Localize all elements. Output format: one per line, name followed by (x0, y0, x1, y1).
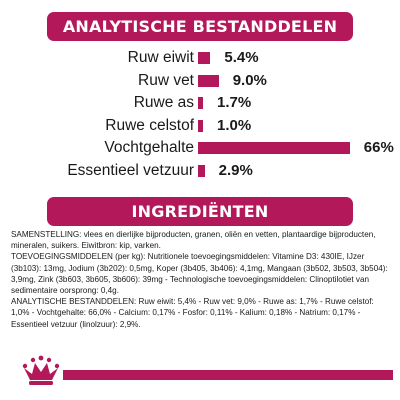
brand-divider-line (63, 370, 393, 380)
nutrient-label: Ruwe celstof (105, 116, 194, 134)
analytic-paragraph: ANALYTISCHE BESTANDDELEN: Ruw eiwit: 5,4… (11, 297, 374, 329)
ingredients-text: SAMENSTELLING: vlees en dierlijke bijpro… (11, 229, 389, 330)
nutrient-bar (198, 74, 219, 87)
nutrient-label: Ruwe as (133, 94, 194, 112)
nutrient-bar (198, 119, 203, 132)
nutrient-bar-chart: Ruw eiwit 5.4% Ruw vet 9.0% Ruwe as 1.7% Ruwe … (67, 49, 394, 179)
ingredients-section-title: INGREDIËNTEN (47, 197, 353, 226)
nutrient-bar (198, 165, 205, 177)
nutrient-label: Ruw vet (138, 71, 194, 89)
nutrient-label: Essentieel vetzuur (67, 162, 194, 179)
nutrient-label: Ruw eiwit (127, 49, 194, 66)
nutrient-value: 1.7% (217, 94, 252, 112)
nutrient-bar (198, 52, 211, 64)
analytic-section-title: ANALYTISCHE BESTANDDELEN (47, 12, 353, 41)
royal-canin-crown-icon (22, 355, 60, 388)
additives-paragraph: TOEVOEGINGSMIDDELEN (per kg): Nutritione… (11, 252, 388, 296)
nutrient-value: 66% (363, 139, 394, 157)
nutrient-bar (198, 97, 203, 110)
nutrient-value: 2.9% (218, 162, 253, 179)
composition-paragraph: SAMENSTELLING: vlees en dierlijke bijpro… (11, 230, 376, 251)
nutrient-value: 1.0% (217, 116, 252, 134)
nutrient-value: 5.4% (224, 49, 259, 66)
nutrient-value: 9.0% (232, 71, 267, 89)
nutrient-bar (198, 142, 350, 155)
nutrient-label: Vochtgehalte (104, 139, 194, 157)
